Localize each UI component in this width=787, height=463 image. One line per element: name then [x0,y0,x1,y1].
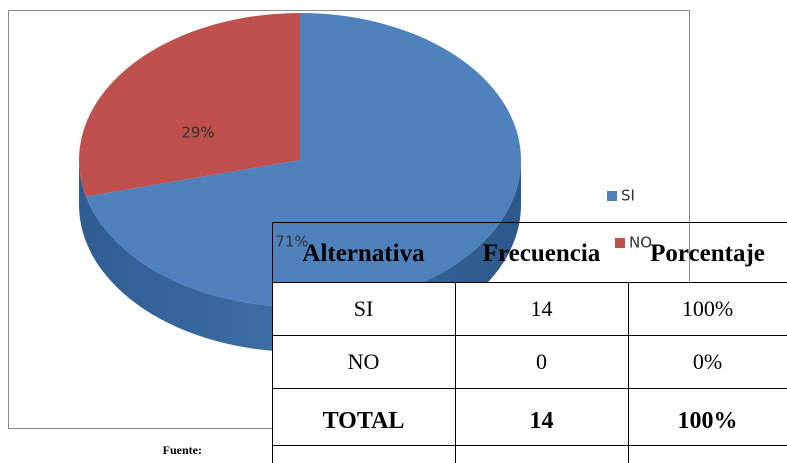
table-header: Alternativa [302,240,425,267]
table-cell: 0 [536,349,547,374]
data-label: 71% [275,233,308,251]
data-label: 29% [181,124,214,142]
legend: SI NO [607,187,652,252]
legend-swatch [607,191,617,201]
table-cell: 14 [531,296,553,321]
table-cell: 14 [530,408,554,434]
table-header: Frecuencia [483,240,601,267]
table-cell: 100% [678,408,738,434]
legend-label: NO [629,234,652,252]
legend-swatch [615,238,625,248]
legend-label: SI [621,187,635,205]
table-body-bg [272,282,787,463]
table-cell: NO [348,349,380,374]
table: Alternativa Frecuencia Porcentaje SI 14 100% N… [272,222,787,463]
table-cell: 0% [693,349,722,374]
pie-slice [79,13,300,197]
table-cell: 100% [682,296,733,321]
source-note: Fuente: [163,443,202,457]
table-cell: SI [354,296,374,321]
table-header: Porcentaje [650,240,765,267]
pie-slice [85,13,522,307]
table-cell: TOTAL [323,408,405,434]
